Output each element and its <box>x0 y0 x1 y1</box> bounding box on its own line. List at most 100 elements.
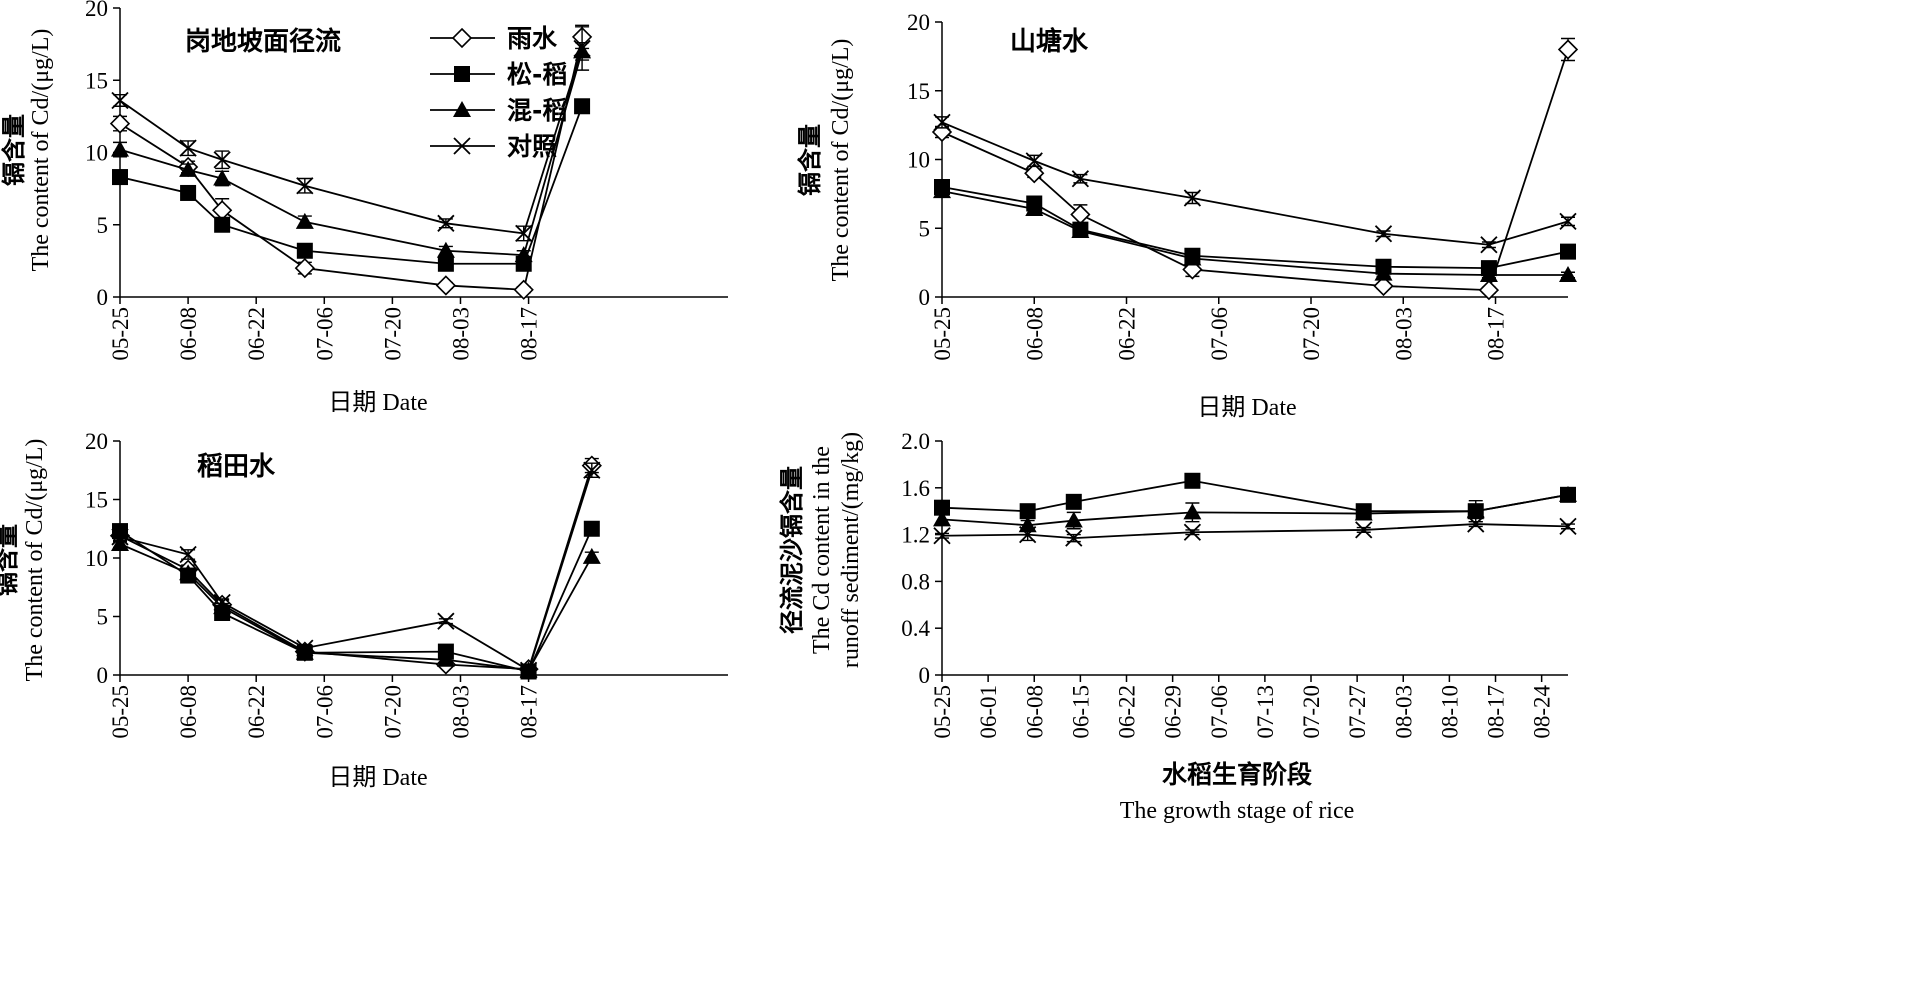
x-tick-label: 05-25 <box>108 685 133 739</box>
data-point <box>1184 472 1201 489</box>
x-tick-label: 06-01 <box>976 685 1001 739</box>
x-axis-label: 日期 Date <box>328 765 427 791</box>
x-tick-label: 06-15 <box>1068 685 1093 739</box>
legend-label: 对照 <box>507 132 557 161</box>
data-point <box>437 214 455 232</box>
panel-title: 稻田水 <box>197 452 276 482</box>
data-point <box>179 160 198 177</box>
x-tick-label: 06-08 <box>1022 307 1047 361</box>
data-point <box>436 650 455 667</box>
data-point <box>1354 504 1373 521</box>
x-tick-label: 05-25 <box>930 307 955 361</box>
x-tick-label: 08-17 <box>517 307 542 361</box>
data-point <box>1559 212 1577 231</box>
data-point <box>212 200 233 221</box>
y-tick-label: 20 <box>85 429 108 454</box>
data-point <box>179 139 197 157</box>
legend-marker <box>453 101 471 117</box>
panel-title: 岗地坡面径流 <box>185 27 341 57</box>
x-tick-label: 07-13 <box>1253 685 1278 739</box>
x-tick-label: 08-17 <box>1484 307 1509 361</box>
legend-marker <box>453 137 471 155</box>
x-axis-label: 日期 Date <box>1197 395 1296 421</box>
data-point <box>111 528 129 546</box>
data-point <box>109 113 131 134</box>
data-point <box>296 242 313 259</box>
data-point <box>583 520 600 537</box>
y-tick-label: 5 <box>97 213 109 238</box>
y-tick-label: 5 <box>97 605 109 630</box>
data-point <box>213 593 231 612</box>
data-point <box>1559 485 1577 502</box>
x-tick-label: 08-03 <box>1391 685 1416 739</box>
data-point <box>1019 525 1037 544</box>
data-point <box>1071 170 1090 188</box>
data-point <box>1560 243 1576 260</box>
data-point <box>1071 222 1090 238</box>
x-tick-label: 07-06 <box>1207 685 1232 739</box>
data-point <box>294 257 315 279</box>
legend-marker <box>451 27 473 49</box>
data-point <box>514 246 533 263</box>
y-tick-label: 1.2 <box>901 523 930 548</box>
series-对照 <box>111 26 591 243</box>
y-axis-label-en-line1: The Cd content in the <box>809 446 835 654</box>
x-tick-label: 06-22 <box>1115 685 1140 739</box>
data-point <box>1183 249 1202 266</box>
y-axis-label-en: The content of Cd/(μg/L) <box>22 439 48 682</box>
x-tick-label: 06-08 <box>176 685 201 739</box>
data-point <box>435 275 457 296</box>
y-tick-label: 0 <box>919 663 931 688</box>
x-tick-label: 08-24 <box>1530 685 1555 739</box>
data-point <box>179 564 198 581</box>
x-tick-label: 08-17 <box>517 685 542 739</box>
legend-marker <box>454 66 470 82</box>
y-axis-label-cn: 镉含量 <box>0 114 28 186</box>
y-tick-label: 0 <box>97 285 109 310</box>
data-point <box>1559 266 1577 282</box>
series-对照 <box>111 461 601 679</box>
chart-panel-2: 0 5 10 15 20 05-25 06-08 06-22 07-06 07-20 08-03 08… <box>796 10 1579 421</box>
x-axis-label: 日期 Date <box>328 390 427 416</box>
data-point <box>1064 511 1083 528</box>
series-雨水 <box>109 455 602 680</box>
data-point <box>1025 152 1043 170</box>
x-tick-label: 08-03 <box>448 307 473 361</box>
x-tick-label: 07-20 <box>1299 307 1324 361</box>
x-tick-label: 07-20 <box>380 307 405 361</box>
data-point <box>933 182 951 199</box>
x-tick-label: 05-25 <box>108 307 133 361</box>
data-point <box>519 661 538 679</box>
x-tick-label: 08-03 <box>1391 307 1416 361</box>
series-松-稻 <box>934 179 1576 277</box>
x-tick-label: 07-20 <box>1299 685 1324 739</box>
y-tick-label: 0 <box>919 285 931 310</box>
y-tick-label: 10 <box>85 141 108 166</box>
data-point <box>1373 275 1394 297</box>
series-混-稻 <box>933 485 1577 533</box>
legend: 雨水松-稻混-稻对照 <box>430 24 567 161</box>
x-tick-label: 07-20 <box>380 685 405 739</box>
y-axis-label-en: The content of Cd/(μg/L) <box>28 29 54 272</box>
data-point <box>515 224 533 243</box>
data-point <box>574 98 591 115</box>
series-line <box>941 121 1569 246</box>
data-point <box>213 151 231 169</box>
data-point <box>1183 523 1202 541</box>
x-tick-label: 08-10 <box>1437 685 1462 739</box>
data-point <box>583 461 601 479</box>
y-tick-label: 15 <box>85 488 108 513</box>
series-混-稻 <box>111 41 592 263</box>
data-point <box>1559 517 1577 536</box>
data-point <box>934 499 950 516</box>
data-point <box>436 241 455 258</box>
chart-panel-4: 0 0.4 0.8 1.2 1.6 2.0 05-25 06-01 06-08 06-15 06-2… <box>778 429 1577 824</box>
x-tick-label: 07-06 <box>312 307 337 361</box>
data-point <box>296 639 314 657</box>
data-point <box>111 140 129 157</box>
y-tick-label: 10 <box>85 546 108 571</box>
series-对照 <box>933 113 1577 254</box>
data-point <box>112 169 128 186</box>
data-point <box>1466 502 1485 519</box>
data-point <box>437 255 454 272</box>
